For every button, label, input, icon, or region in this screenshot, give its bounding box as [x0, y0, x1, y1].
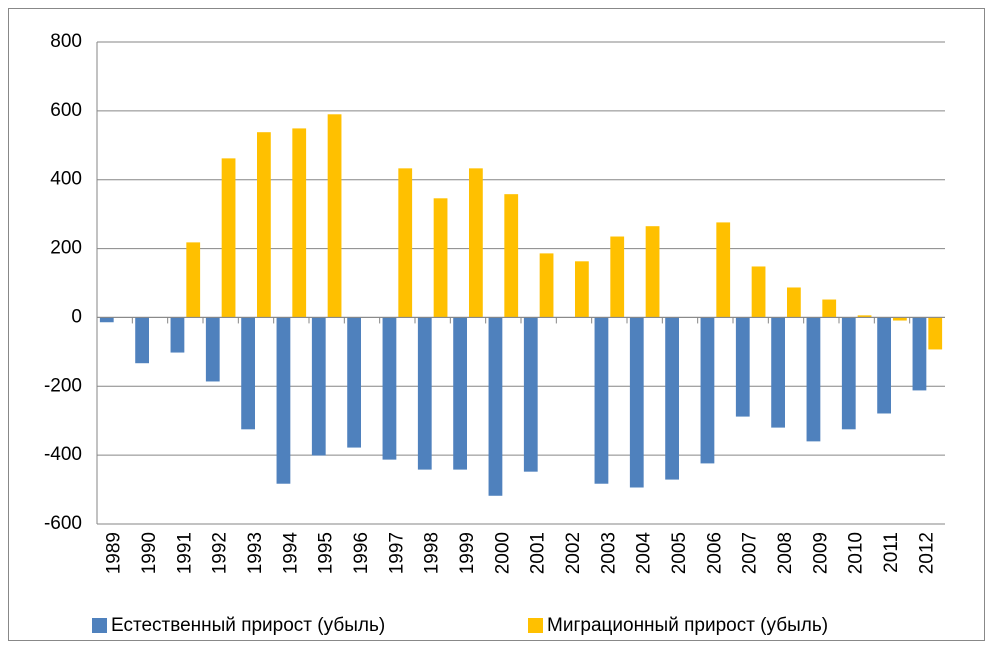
x-tick-label: 1998: [422, 532, 443, 574]
bar: [347, 317, 361, 448]
bar: [433, 198, 448, 318]
y-tick-label: 0: [71, 306, 82, 327]
bar: [771, 317, 785, 428]
bar: [453, 317, 467, 470]
bar: [751, 266, 766, 318]
bar: [735, 317, 750, 417]
x-tick-label: 2006: [704, 532, 725, 574]
legend-swatch: [528, 618, 543, 633]
y-tick-label: 200: [50, 238, 82, 259]
bar: [186, 242, 201, 318]
legend-label: Естественный прирост (убыль): [111, 615, 385, 636]
bar: [594, 317, 609, 484]
bar: [257, 132, 271, 318]
bar: [857, 315, 872, 318]
bar: [99, 317, 114, 323]
x-tick-label: 2009: [810, 532, 831, 574]
x-tick-label: 1990: [139, 532, 160, 574]
x-tick-label: 2002: [563, 532, 584, 574]
x-tick-label: 2003: [598, 532, 619, 574]
bar: [912, 317, 927, 391]
bar: [292, 128, 307, 318]
x-tick-label: 2010: [846, 532, 867, 574]
y-tick-label: 600: [50, 100, 82, 121]
bar: [523, 317, 538, 472]
x-tick-label: 1996: [351, 532, 372, 574]
y-tick-label: -200: [44, 375, 82, 396]
x-tick-label: 2008: [775, 532, 796, 574]
y-tick-label: -600: [44, 513, 82, 534]
x-tick-label: 2005: [669, 532, 690, 574]
x-tick-label: 1999: [457, 532, 478, 574]
bar: [539, 253, 554, 318]
x-tick-label: 1995: [316, 532, 337, 574]
bar: [221, 158, 236, 318]
bar: [417, 317, 432, 470]
x-tick-label: 2012: [916, 532, 937, 574]
x-tick-label: 1989: [104, 532, 125, 574]
x-tick-label: 1997: [386, 532, 407, 574]
bar: [877, 317, 891, 414]
bar: [806, 317, 821, 442]
bar: [629, 317, 644, 488]
bar: [716, 222, 731, 318]
x-tick-label: 1994: [280, 532, 301, 575]
bar: [700, 317, 715, 464]
x-tick-label: 2011: [881, 532, 902, 573]
bar: [398, 168, 413, 318]
x-tick-label: 2004: [634, 532, 655, 575]
x-tick-label: 2007: [740, 532, 761, 574]
x-tick-label: 2001: [528, 532, 549, 574]
bar: [645, 226, 660, 318]
bar: [610, 236, 625, 318]
y-tick-label: 800: [50, 31, 82, 52]
bar: [928, 317, 943, 350]
y-tick-label: 400: [50, 169, 82, 190]
bar: [841, 317, 856, 430]
bar: [382, 317, 397, 460]
bar: [311, 317, 326, 456]
bar: [327, 114, 342, 318]
bar: [469, 168, 483, 318]
bar: [575, 261, 589, 318]
legend-swatch: [92, 618, 107, 633]
bar: [170, 317, 185, 353]
x-tick-label: 1991: [174, 532, 195, 574]
bar: [135, 317, 149, 364]
bar: [241, 317, 255, 430]
legend-label: Миграционный прирост (убыль): [547, 615, 828, 636]
bar: [787, 287, 801, 318]
y-tick-label: -400: [44, 444, 82, 465]
bar: [665, 317, 679, 480]
bar: [276, 317, 291, 484]
x-tick-label: 1992: [210, 532, 231, 574]
x-tick-label: 2000: [492, 532, 513, 574]
bar: [504, 194, 519, 318]
bar: [822, 299, 837, 318]
bar: [893, 317, 907, 321]
x-tick-label: 1993: [245, 532, 266, 574]
bar: [488, 317, 503, 496]
bar: [205, 317, 220, 382]
